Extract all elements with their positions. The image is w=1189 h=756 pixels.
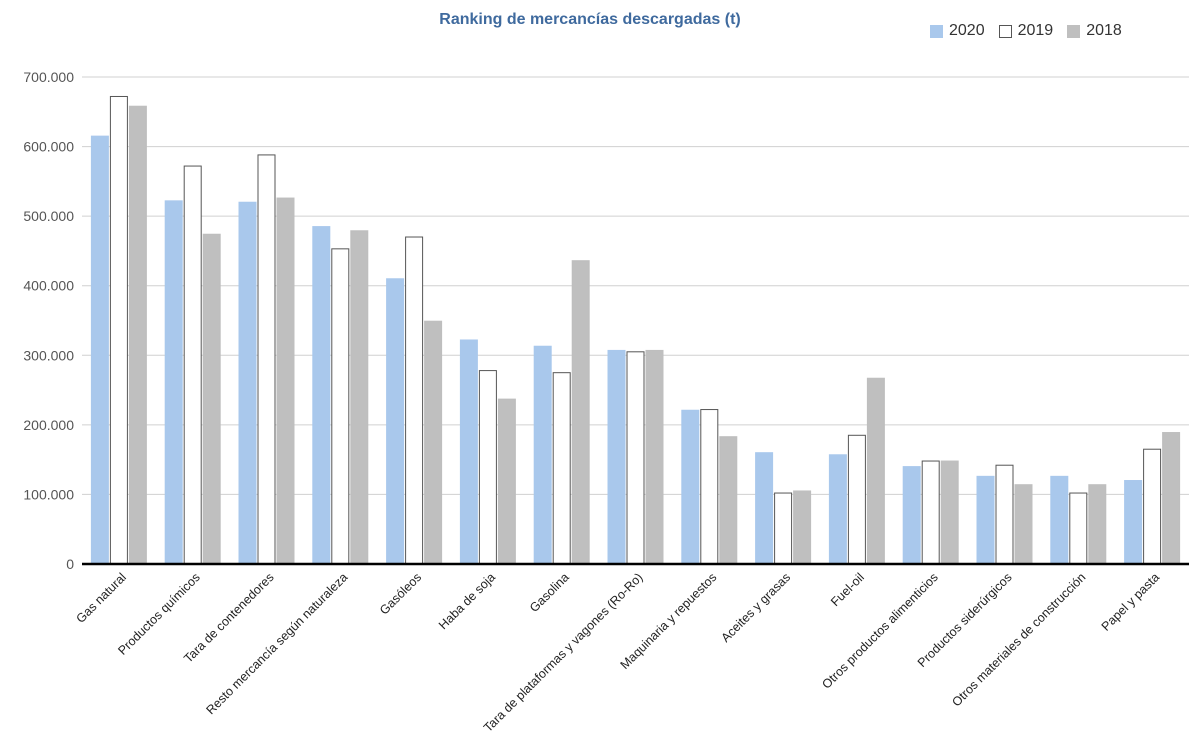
legend: 2020 2019 2018 [930,22,1122,40]
bar-2020 [902,466,921,565]
bar-2018 [202,233,221,565]
legend-item-2018: 2018 [1067,22,1122,40]
bar-2020 [164,200,183,565]
bar-2020 [976,475,995,565]
x-tick-label: Haba de soja [436,570,498,632]
y-tick-label: 300.000 [23,347,74,363]
y-tick-label: 400.000 [23,278,74,294]
y-tick-label: 500.000 [23,208,74,224]
x-tick-label: Papel y pasta [1099,570,1162,633]
x-tick-label: Otros materiales de construcción [949,570,1088,709]
bar-2019 [183,165,202,565]
bar-2020 [459,339,478,565]
legend-swatch-2019 [998,24,1012,38]
bar-2018 [1162,432,1181,565]
bar-2019 [995,464,1014,565]
x-tick-label: Gas natural [73,570,129,626]
bar-2019 [847,434,866,565]
y-tick-label: 100.000 [23,486,74,502]
legend-label-2019: 2019 [1017,22,1054,39]
bar-2018 [424,320,443,565]
bar-2018 [719,436,738,565]
bar-2019 [257,154,276,565]
bar-2019 [405,236,424,565]
bar-2018 [866,377,885,565]
bar-2018 [793,490,812,565]
bars [90,95,1181,565]
bar-2020 [90,135,109,565]
bar-2019 [921,460,940,565]
x-tick-label: Resto mercancía según naturaleza [203,570,350,717]
bar-2019 [331,248,350,565]
bar-2020 [1124,480,1143,565]
bar-2018 [497,398,516,565]
bar-2020 [533,345,552,565]
chart-title: Ranking de mercancías descargadas (t) [439,11,741,28]
bar-2019 [552,372,571,565]
bar-2020 [238,201,257,565]
bar-2020 [755,452,774,565]
legend-item-2020: 2020 [930,22,985,40]
legend-swatch-2018 [1067,24,1081,38]
legend-item-2019: 2019 [998,22,1054,40]
bar-2019 [1143,448,1162,565]
bar-2020 [681,409,700,565]
bar-2018 [1014,484,1033,565]
x-tick-label: Gasolina [527,570,572,615]
bar-2019 [478,370,497,565]
legend-label-2020: 2020 [949,22,985,39]
legend-swatch-2020 [930,24,943,38]
bar-2020 [607,349,626,565]
y-tick-label: 0 [66,556,74,572]
x-tick-label: Productos químicos [115,570,203,658]
y-tick-label: 200.000 [23,417,74,433]
x-tick-label: Fuel-oil [828,570,867,609]
bar-2020 [386,278,405,565]
bar-2019 [109,95,128,565]
x-tick-label: Gasóleos [377,570,424,617]
bar-2018 [276,197,295,565]
bar-2019 [774,492,793,565]
x-tick-label: Aceites y grasas [718,570,793,645]
bar-2020 [1050,475,1069,565]
bar-2018 [1088,484,1107,565]
y-tick-label: 600.000 [23,139,74,155]
bar-2018 [571,260,590,565]
x-tick-label: Tara de plataformas y vagones (Ro-Ro) [481,570,646,735]
y-tick-label: 700.000 [23,69,74,85]
bar-2018 [350,230,369,565]
bar-2019 [700,409,719,565]
bar-2018 [940,460,959,565]
bar-2019 [1069,492,1088,565]
y-axis-ticks: 0 100.000 200.000 300.000 400.000 500.000 600.… [23,69,74,572]
bar-2019 [626,351,645,565]
bar-2020 [312,226,331,565]
bar-2020 [828,454,847,565]
bar-2018 [645,349,664,565]
legend-label-2018: 2018 [1086,22,1122,39]
bar-2018 [128,105,147,565]
